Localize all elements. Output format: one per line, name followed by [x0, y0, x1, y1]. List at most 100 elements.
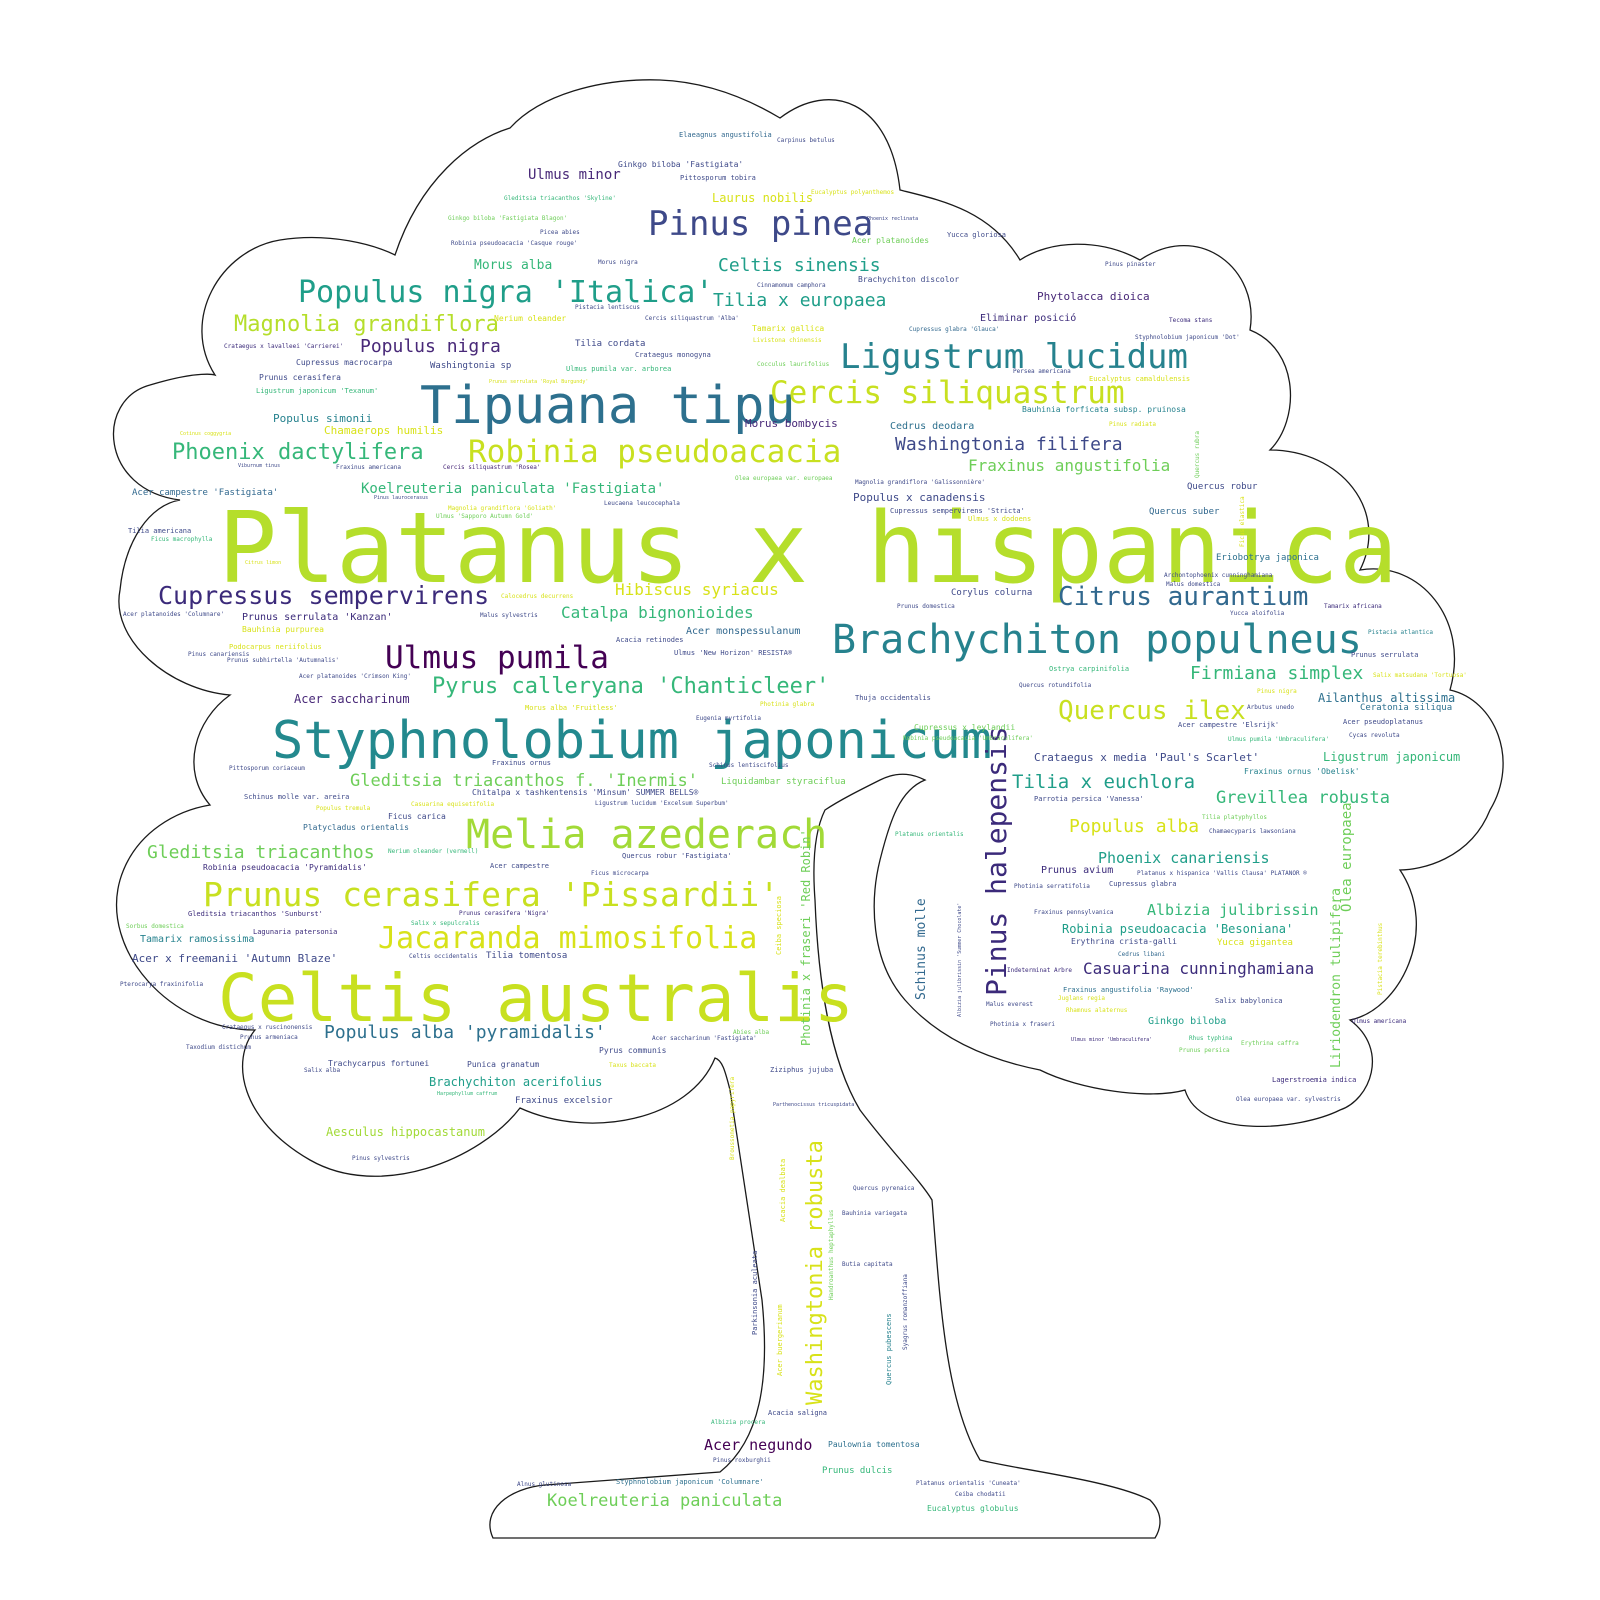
- word: Acacia saligna: [768, 1409, 828, 1417]
- word: Pinus laurocerasus: [374, 495, 429, 501]
- word: Crataegus x media 'Paul's Scarlet': [1034, 751, 1260, 764]
- word: Magnolia grandiflora 'Goliath': [448, 505, 557, 512]
- word: Arbutus unedo: [1247, 704, 1294, 711]
- word: Ulmus 'Sapporo Autumn Gold': [436, 513, 534, 520]
- word: Pinus nigra: [1257, 688, 1297, 695]
- word: Liquidambar styraciflua: [721, 777, 846, 787]
- word: Ginkgo biloba 'Fastigiata': [618, 160, 744, 169]
- word: Morus alba: [474, 258, 553, 273]
- word: Styphnolobium japonicum 'Columnare': [616, 1478, 764, 1486]
- word: Malus sylvestris: [480, 612, 538, 619]
- word: Prunus cerasifera: [259, 373, 341, 382]
- word: Pinus pinea: [648, 204, 874, 244]
- word: Robinia pseudoacacia 'Casque rouge': [451, 240, 578, 247]
- word: Photinia glabra: [760, 701, 815, 708]
- word: Crataegus x lavalleei 'Carrierei': [224, 343, 344, 350]
- word: Catalpa bignonioides: [561, 603, 754, 622]
- word: Robinia pseudoacacia 'Umbraculifera': [903, 735, 1034, 742]
- word: Brachychiton populneus: [832, 617, 1362, 663]
- word: Eucalyptus globulus: [927, 1504, 1019, 1513]
- word: Populus alba: [1069, 816, 1200, 837]
- word: Paulownia tomentosa: [828, 1440, 920, 1449]
- word: Eliminar posició: [980, 313, 1077, 324]
- word: Olea europaea var. sylvestris: [1236, 1096, 1341, 1103]
- word: Acer platanoides 'Columnare': [123, 611, 225, 618]
- word: Prunus subhirtella 'Autumnalis': [227, 657, 339, 664]
- word: Schinus lentiscifolius: [709, 762, 789, 769]
- word: Schinus molle var. areira: [244, 793, 350, 801]
- word: Handroanthus heptaphyllus: [828, 1209, 835, 1300]
- word: Cinnamomum camphora: [757, 282, 826, 289]
- word: Acer campestre 'Elsrijk': [1178, 721, 1280, 729]
- word: Cocculus laurifolius: [757, 361, 830, 368]
- word: Acer campestre 'Fastigiata': [132, 488, 279, 498]
- word: Bauhinia forficata subsp. pruinosa: [1022, 405, 1186, 414]
- word: Aesculus hippocastanum: [326, 1125, 485, 1139]
- word: Fraxinus angustifolia: [968, 456, 1171, 475]
- word: Calocedrus decurrens: [501, 593, 574, 600]
- word: Cupressus macrocarpa: [296, 358, 393, 367]
- word: Eugenia myrtifolia: [696, 715, 762, 722]
- word: Prunus serrulata 'Royal Burgundy': [489, 379, 589, 385]
- word: Rhamnus alaternus: [1066, 1007, 1128, 1014]
- word: Prunus persica: [1179, 1047, 1230, 1054]
- word: Styphnolobium japonicum: [272, 711, 993, 771]
- word: Cedrus libani: [1118, 951, 1165, 958]
- word: Grevillea robusta: [1216, 788, 1390, 808]
- word: Pinus sylvestris: [352, 1155, 410, 1162]
- word: Archontophoenix cunninghamiana: [1164, 572, 1273, 579]
- word: Fraxinus angustifolia 'Raywood': [1063, 986, 1194, 994]
- word: Bauhinia purpurea: [242, 625, 324, 634]
- word: Picea abies: [540, 229, 580, 236]
- word: Washingtonia filifera: [895, 434, 1123, 455]
- word: Ceiba speciosa: [775, 895, 783, 955]
- word: Ficus macrophylla: [151, 536, 213, 543]
- word: Chamaecyparis lawsoniana: [1209, 828, 1296, 835]
- word: Ginkgo biloba 'Fastigiata Blagon': [448, 215, 568, 222]
- word: Punica granatum: [467, 1060, 540, 1069]
- word: Populus x canadensis: [853, 491, 986, 504]
- word: Pterocarya fraxinifolia: [120, 981, 204, 988]
- word: Firmiana simplex: [1190, 663, 1364, 684]
- word: Ulmus 'New Horizon' RESISTA®: [674, 649, 793, 657]
- word: Cupressus glabra: [1109, 880, 1177, 888]
- word: Ligustrum lucidum: [840, 337, 1188, 377]
- word: Tecoma stans: [1169, 317, 1213, 324]
- word: Taxus baccata: [609, 1062, 656, 1069]
- word: Ulmus pumila var. arborea: [566, 365, 672, 373]
- word: Acer monspessulanum: [686, 626, 801, 637]
- word: Albizia julibrissin: [1147, 901, 1319, 919]
- word: Ulmus x dodoens: [968, 515, 1032, 523]
- word: Quercus pyrenaica: [853, 1185, 915, 1192]
- word: Celtis occidentalis: [409, 953, 478, 960]
- word: Styphnolobium japonicum 'Dot': [1135, 334, 1240, 341]
- word: Pinus canariensis: [188, 651, 250, 658]
- word: Ficus microcarpa: [591, 870, 649, 877]
- word: Tilia tomentosa: [486, 951, 568, 961]
- word: Ficus elastica: [1239, 496, 1246, 547]
- word: Cercis siliquastrum 'Alba': [645, 315, 739, 322]
- word: Cupressus x leylandii: [914, 723, 1016, 732]
- word: Pinus halepensis: [980, 726, 1013, 996]
- word: Eriobotrya japonica: [1216, 553, 1319, 563]
- word: Melia azederach: [466, 812, 828, 858]
- word: Cupressus glabra 'Glauca': [909, 326, 1000, 333]
- word: Gleditsia triacanthos f. 'Inermis': [350, 771, 698, 791]
- word: Populus tremula: [316, 805, 371, 812]
- word: Alnus glutinosa: [517, 1481, 572, 1488]
- word: Pittosporum coriaceum: [229, 765, 305, 772]
- word: Olea europaea var. europaea: [735, 475, 833, 482]
- word: Eucalyptus camaldulensis: [1089, 375, 1191, 383]
- word: Pistacia terebinthus: [1377, 922, 1384, 995]
- word: Ligustrum japonicum: [1323, 750, 1461, 764]
- word: Harpephyllum caffrum: [437, 1091, 498, 1097]
- word: Cercis siliquastrum: [770, 375, 1125, 411]
- word: Celtis sinensis: [718, 255, 881, 276]
- word: Persea americana: [1013, 368, 1071, 375]
- word: Cupressus sempervirens 'Stricta': [890, 507, 1025, 515]
- word: Celtis australis: [218, 960, 854, 1037]
- word: Morus alba 'Fruitless': [525, 704, 618, 712]
- word: Tilia platyphyllos: [1202, 814, 1268, 821]
- word: Quercus rubra: [1194, 431, 1201, 478]
